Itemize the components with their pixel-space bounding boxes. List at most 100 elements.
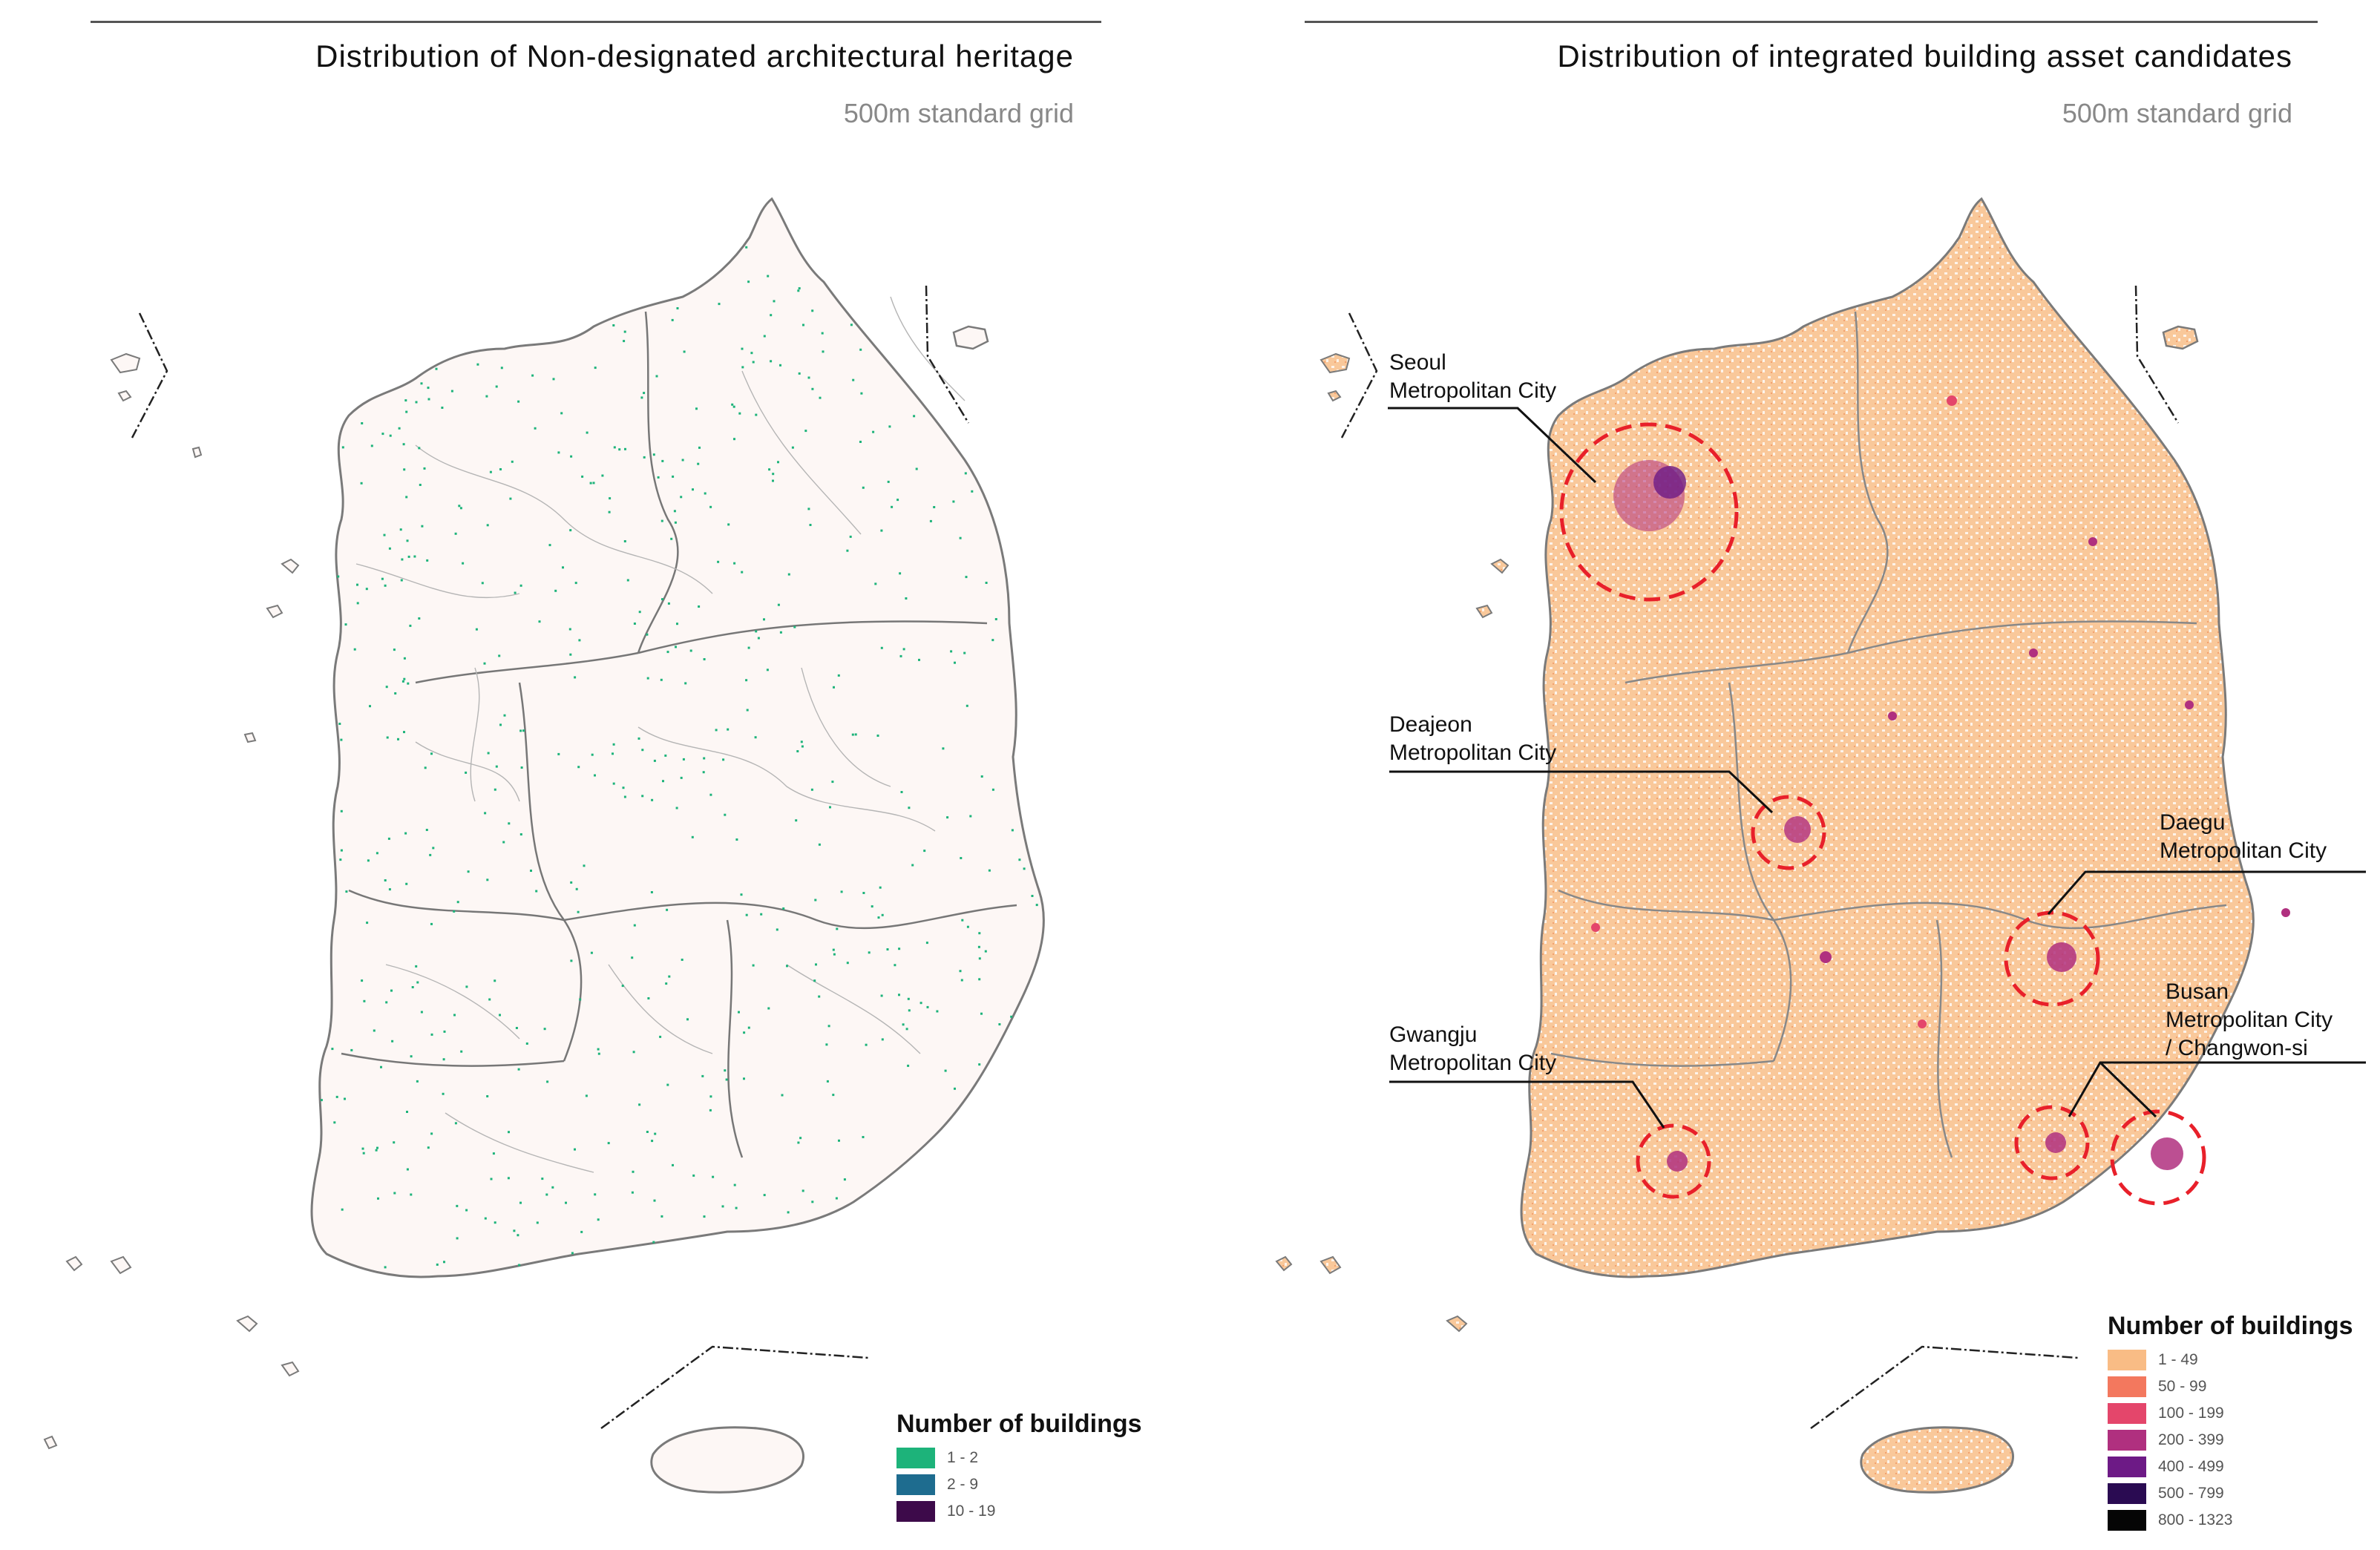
heritage-cell [971,490,974,493]
heritage-cell [872,430,875,433]
heritage-cell [388,888,391,891]
heritage-cell [430,752,433,755]
heritage-cell [570,455,573,458]
inset-lines [1340,285,2180,1430]
heritage-cell [727,728,730,731]
heritage-cell [865,1043,868,1046]
heritage-cell [959,536,962,539]
heritage-cell [814,899,817,902]
heritage-cell [881,1038,884,1041]
heritage-cell [384,879,387,881]
heritage-cell [442,1058,445,1061]
heritage-cell [797,1141,800,1144]
legend-swatch [896,1501,935,1522]
heritage-cell [977,945,980,948]
heritage-cell [456,901,459,904]
heritage-cell [657,476,660,479]
heritage-cell [633,924,636,927]
heritage-cell [660,519,663,522]
heritage-cell [717,560,720,563]
heritage-cell [795,819,798,822]
heritage-cell [738,1011,740,1014]
heritage-cell [763,618,765,621]
heritage-cell [1010,1015,1013,1018]
heritage-cell [695,407,698,410]
heritage-cell [668,975,671,978]
heritage-cell [465,771,468,774]
heritage-cell [618,448,621,451]
heritage-cell [583,864,586,867]
heritage-cell [487,752,490,755]
heritage-cell [453,1014,456,1017]
heritage-cell [871,905,873,908]
heritage-cell [703,757,706,760]
heritage-cell [633,623,636,625]
heritage-cell [415,401,418,404]
heritage-cell [545,1193,548,1196]
legend-label: 100 - 199 [2158,1405,2224,1422]
heritage-cell [881,913,884,916]
heritage-cell [531,374,534,377]
legend-label: 50 - 99 [2158,1378,2207,1395]
heritage-cell [991,788,994,791]
callout-line: Seoul [1389,350,1446,375]
heritage-cell [891,505,894,508]
heritage-cell [494,1221,496,1224]
heritage-cell [664,754,667,757]
heritage-cell [404,832,407,835]
heritage-cell [877,916,880,919]
heritage-cell [508,1131,510,1134]
heritage-cell [646,677,649,680]
legend-item: 1 - 2 [896,1445,1142,1471]
heritage-cell [777,461,779,464]
heritage-cell [969,815,972,818]
heritage-cell [963,651,966,654]
heritage-cell [514,591,517,594]
right-legend: Number of buildings 1 - 49 50 - 99 100 -… [2108,1312,2353,1534]
callout-line: Deajeon [1389,712,1472,737]
heritage-cell [978,957,981,960]
heritage-cell [810,788,813,791]
heritage-cell [557,451,560,454]
heritage-cell [899,572,902,575]
changwon-hotspot [2045,1132,2066,1153]
heritage-cell [925,942,928,945]
heritage-cell [854,733,857,736]
heritage-cell [609,497,612,500]
heritage-cell [607,1142,610,1145]
callout-line: Metropolitan City [1389,1051,1557,1075]
heritage-cell [799,1137,802,1140]
heritage-cell [731,403,734,406]
heritage-cell [385,1001,388,1004]
heritage-cell [450,390,453,393]
heritage-cell [509,497,512,500]
heritage-cell [485,395,488,398]
heritage-cell [443,1261,445,1264]
heritage-cell [641,749,644,752]
daejeon-highlight [1751,795,1826,870]
heritage-cell [898,994,900,996]
heritage-cell [763,335,766,338]
heritage-cell [781,1094,784,1097]
heritage-cell [569,653,572,656]
heritage-cell [718,303,721,306]
heritage-cell [674,521,677,524]
heritage-cell [735,838,738,841]
heritage-cell [815,963,817,966]
heritage-cell [612,324,615,326]
heritage-cell [721,1205,724,1208]
heritage-cell [535,890,538,893]
heritage-cell [743,1077,745,1080]
heritage-cell [741,366,744,369]
heritage-cell [965,576,968,579]
legend-label: 800 - 1323 [2158,1511,2233,1528]
heritage-cell [760,913,763,916]
heritage-cell [966,704,968,707]
heritage-cell [766,669,769,671]
heritage-cell [653,1199,656,1202]
legend-swatch [2108,1430,2146,1451]
callout-line: Gwangju [1389,1022,1478,1047]
heritage-cell [476,363,479,366]
heritage-cell [709,1095,712,1098]
heritage-cell [724,813,727,816]
